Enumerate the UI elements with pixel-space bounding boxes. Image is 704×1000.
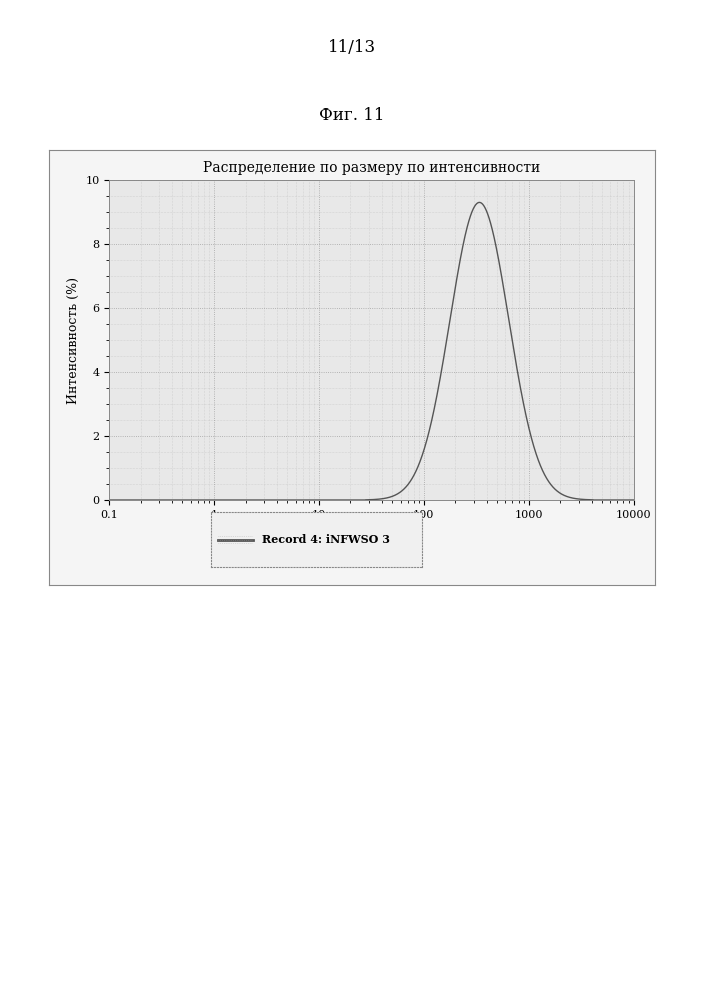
- Text: Record 4: iNFWSO 3: Record 4: iNFWSO 3: [262, 534, 390, 545]
- Y-axis label: Интенсивность (%): Интенсивность (%): [67, 276, 80, 403]
- Text: Фиг. 11: Фиг. 11: [319, 106, 385, 123]
- X-axis label: Размер (d, нм): Размер (d, нм): [323, 525, 420, 538]
- Text: 11/13: 11/13: [328, 39, 376, 56]
- Title: Распределение по размеру по интенсивности: Распределение по размеру по интенсивност…: [203, 161, 540, 175]
